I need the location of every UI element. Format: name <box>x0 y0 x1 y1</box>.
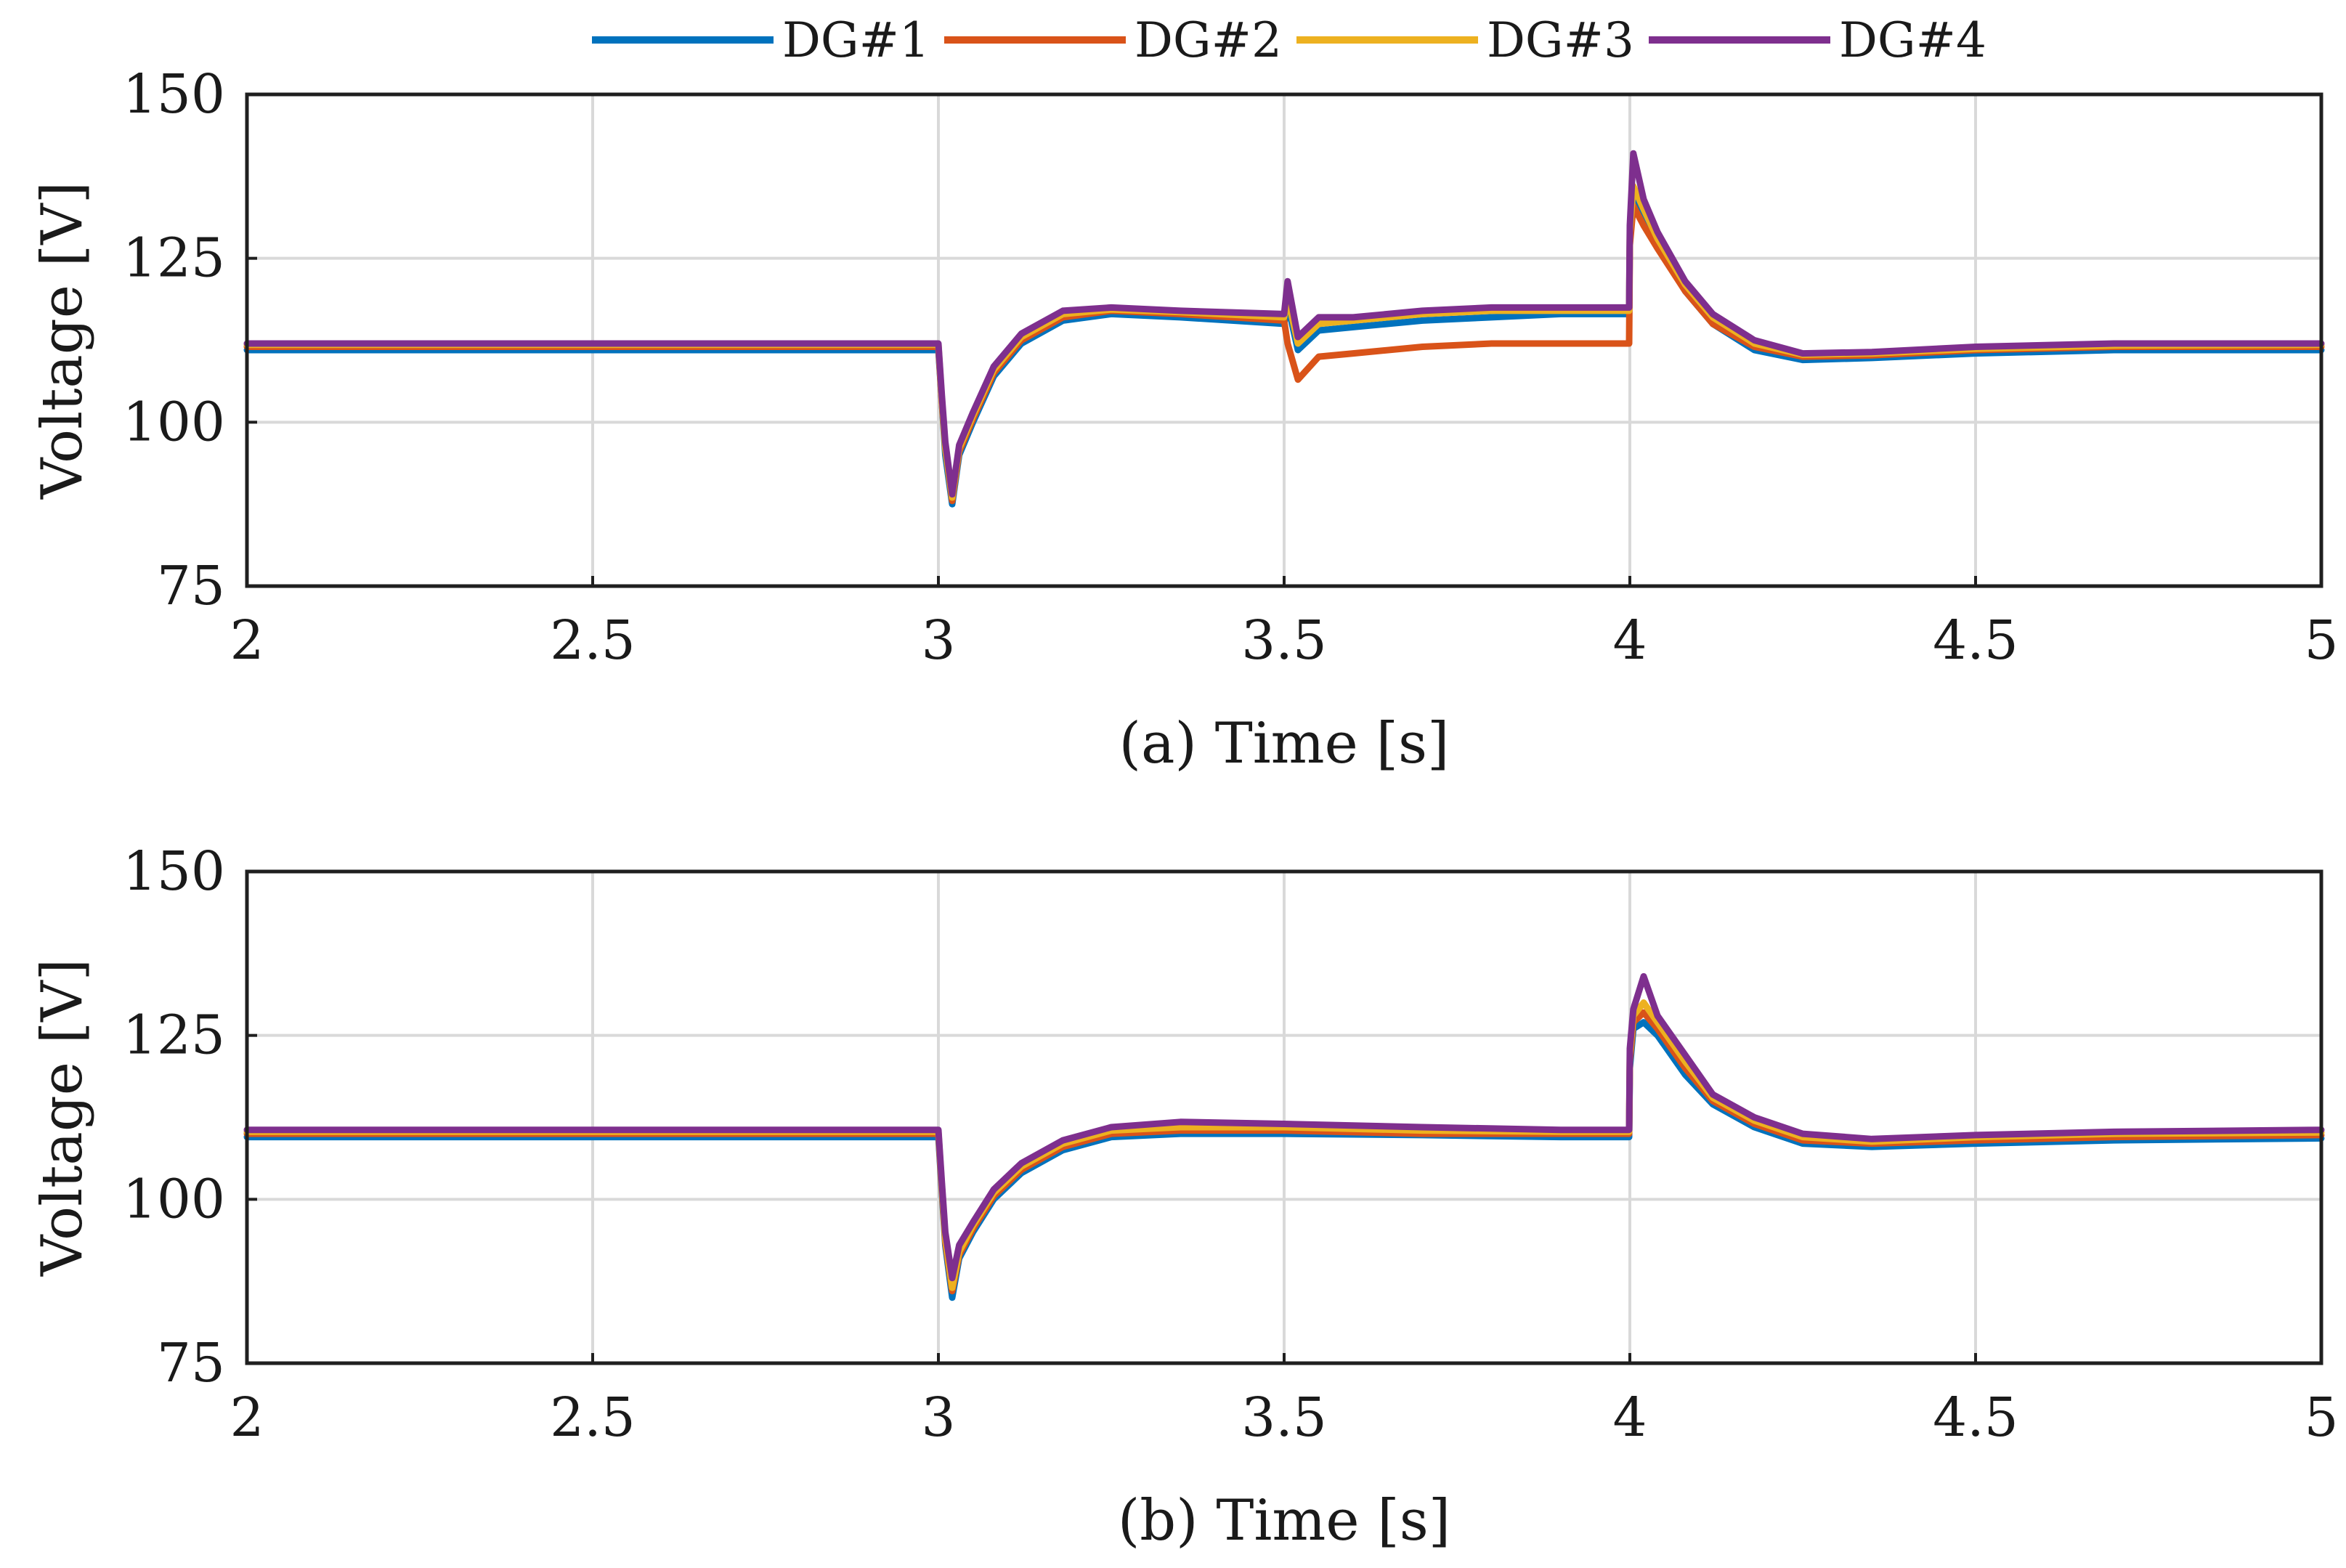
panel-b-x-tick-label-4: 4 <box>1612 1386 1647 1449</box>
panel-b-x-ticks: 2 2.5 3 3.5 4 4.5 5 <box>230 1353 2339 1449</box>
panel-a-y-tick-label-2: 125 <box>123 227 225 290</box>
panel-b-y-ticks: 75 100 125 150 <box>123 840 257 1394</box>
panel-b-y-tick-label-0: 75 <box>157 1332 225 1394</box>
panel-b-series-dg4 <box>243 972 2325 1282</box>
panel-a-y-tick-label-1: 100 <box>123 391 225 453</box>
panel-a-y-axis-label: Voltage [V] <box>30 182 95 500</box>
panel-a-x-tick-label-4: 4 <box>1612 609 1647 672</box>
panel-b-series <box>243 972 2325 1301</box>
panel-b-x-axis-label: (b) Time [s] <box>1118 1488 1450 1553</box>
panel-b-gridlines <box>247 872 2321 1363</box>
panel-a-series <box>243 150 2325 508</box>
panel-a-y-tick-label-3: 150 <box>123 63 225 126</box>
panel-a-y-ticks: 75 100 125 150 <box>123 63 257 617</box>
legend: DG#1 DG#2 DG#3 DG#4 <box>592 12 1986 68</box>
panel-b-y-tick-label-3: 150 <box>123 840 225 903</box>
panel-a-x-tick-label-6: 5 <box>2304 609 2338 672</box>
panel-b-x-tick-label-3: 3.5 <box>1241 1386 1327 1449</box>
panel-b-x-tick-label-5: 4.5 <box>1933 1386 2018 1449</box>
legend-label-dg3: DG#3 <box>1487 12 1634 68</box>
panel-a-series-dg4 <box>243 150 2325 498</box>
panel-a-y-tick-label-0: 75 <box>157 555 225 617</box>
legend-label-dg4: DG#4 <box>1839 12 1986 68</box>
panel-b-y-axis-label: Voltage [V] <box>30 959 95 1277</box>
panel-b: 2 2.5 3 3.5 4 4.5 5 75 100 125 150 (b) Time [s] V… <box>30 840 2339 1553</box>
panel-b-x-tick-label-2: 3 <box>921 1386 955 1449</box>
panel-b-x-tick-label-0: 2 <box>230 1386 264 1449</box>
panel-b-x-tick-label-6: 5 <box>2304 1386 2338 1449</box>
panel-a-x-ticks: 2 2.5 3 3.5 4 4.5 5 <box>230 576 2339 672</box>
panel-b-y-tick-label-2: 125 <box>123 1004 225 1067</box>
panel-a: 2 2.5 3 3.5 4 4.5 5 75 100 125 150 (a) Time [s] V… <box>30 63 2339 776</box>
panel-a-x-tick-label-5: 4.5 <box>1933 609 2018 672</box>
panel-a-x-axis-label: (a) Time [s] <box>1119 711 1450 776</box>
panel-a-x-tick-label-2: 3 <box>921 609 955 672</box>
panel-a-x-tick-label-0: 2 <box>230 609 264 672</box>
legend-label-dg2: DG#2 <box>1135 12 1282 68</box>
panel-b-y-tick-label-1: 100 <box>123 1168 225 1230</box>
panel-a-x-tick-label-1: 2.5 <box>550 609 636 672</box>
legend-label-dg1: DG#1 <box>782 12 930 68</box>
panel-a-x-tick-label-3: 3.5 <box>1241 609 1327 672</box>
panel-b-x-tick-label-1: 2.5 <box>550 1386 636 1449</box>
